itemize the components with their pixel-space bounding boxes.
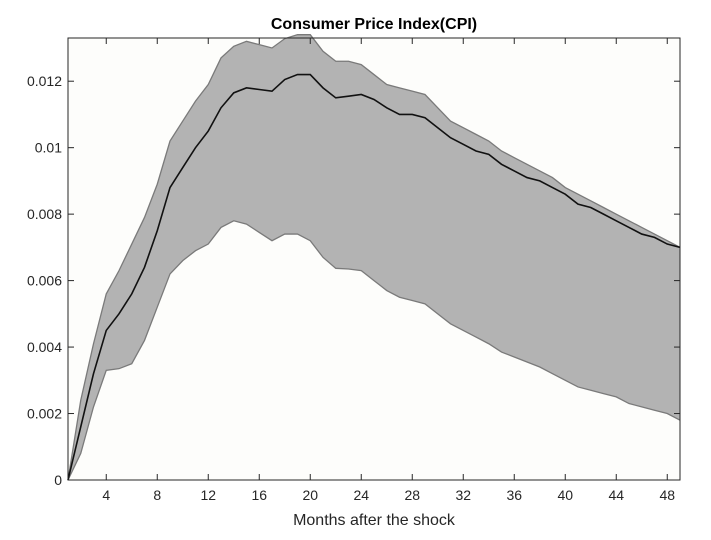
x-tick-label: 4 bbox=[102, 487, 110, 503]
y-tick-label: 0.008 bbox=[27, 206, 62, 222]
x-tick-label: 36 bbox=[506, 487, 522, 503]
confidence-band-layer bbox=[67, 34, 681, 481]
chart-title: Consumer Price Index(CPI) bbox=[271, 16, 477, 33]
y-tick-label: 0 bbox=[54, 472, 62, 488]
y-tick-label: 0.01 bbox=[35, 140, 62, 156]
x-axis-ticks: 4 8 12 16 20 24 28 32 36 40 44 48 bbox=[102, 38, 675, 503]
y-tick-label: 0.004 bbox=[27, 339, 62, 355]
median-response-line bbox=[67, 73, 681, 481]
y-axis-ticks: 0 0.002 0.004 0.006 0.008 0.01 0.012 bbox=[27, 73, 680, 488]
upper-band-line bbox=[67, 34, 681, 481]
lower-band-line bbox=[67, 220, 681, 481]
x-tick-label: 44 bbox=[608, 487, 624, 503]
x-tick-label: 24 bbox=[353, 487, 369, 503]
x-tick-label: 40 bbox=[557, 487, 573, 503]
x-tick-label: 28 bbox=[404, 487, 420, 503]
y-tick-label: 0.002 bbox=[27, 406, 62, 422]
x-tick-label: 16 bbox=[251, 487, 267, 503]
median-line-layer bbox=[67, 73, 681, 481]
x-tick-label: 32 bbox=[455, 487, 471, 503]
x-tick-label: 20 bbox=[302, 487, 318, 503]
x-tick-label: 48 bbox=[659, 487, 675, 503]
x-axis-label: Months after the shock bbox=[293, 512, 456, 529]
y-tick-label: 0.012 bbox=[27, 73, 62, 89]
x-tick-label: 8 bbox=[153, 487, 161, 503]
confidence-band-area bbox=[68, 34, 680, 481]
y-tick-label: 0.006 bbox=[27, 273, 62, 289]
plot-area-frame bbox=[67, 37, 681, 481]
x-tick-label: 12 bbox=[200, 487, 216, 503]
